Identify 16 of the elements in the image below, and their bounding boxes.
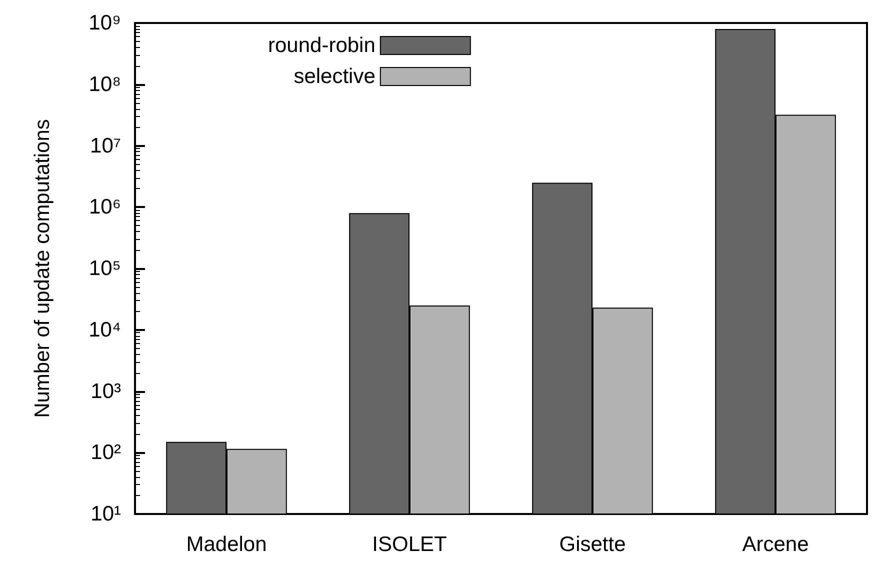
y-axis-title: Number of update computations	[31, 119, 54, 418]
legend-label: round-robin	[268, 34, 376, 57]
y-tick-label: 10³	[90, 380, 121, 403]
x-tick-label: Arcene	[742, 533, 809, 556]
x-tick-label: Gisette	[559, 533, 626, 556]
x-tick-label: ISOLET	[372, 533, 448, 556]
y-tick-label: 10⁹	[88, 12, 121, 34]
x-tick-label: Madelon	[186, 533, 267, 556]
y-tick-label: 10⁶	[88, 196, 121, 219]
y-tick-label: 10⁸	[88, 72, 121, 96]
y-tick-label: 10⁷	[90, 134, 121, 158]
legend-label: selective	[294, 65, 376, 88]
y-tick-label: 10⁵	[88, 257, 121, 280]
y-tick-label: 10⁴	[88, 318, 121, 342]
y-tick-label: 10¹	[90, 502, 121, 526]
y-tick-label: 10²	[90, 441, 121, 464]
